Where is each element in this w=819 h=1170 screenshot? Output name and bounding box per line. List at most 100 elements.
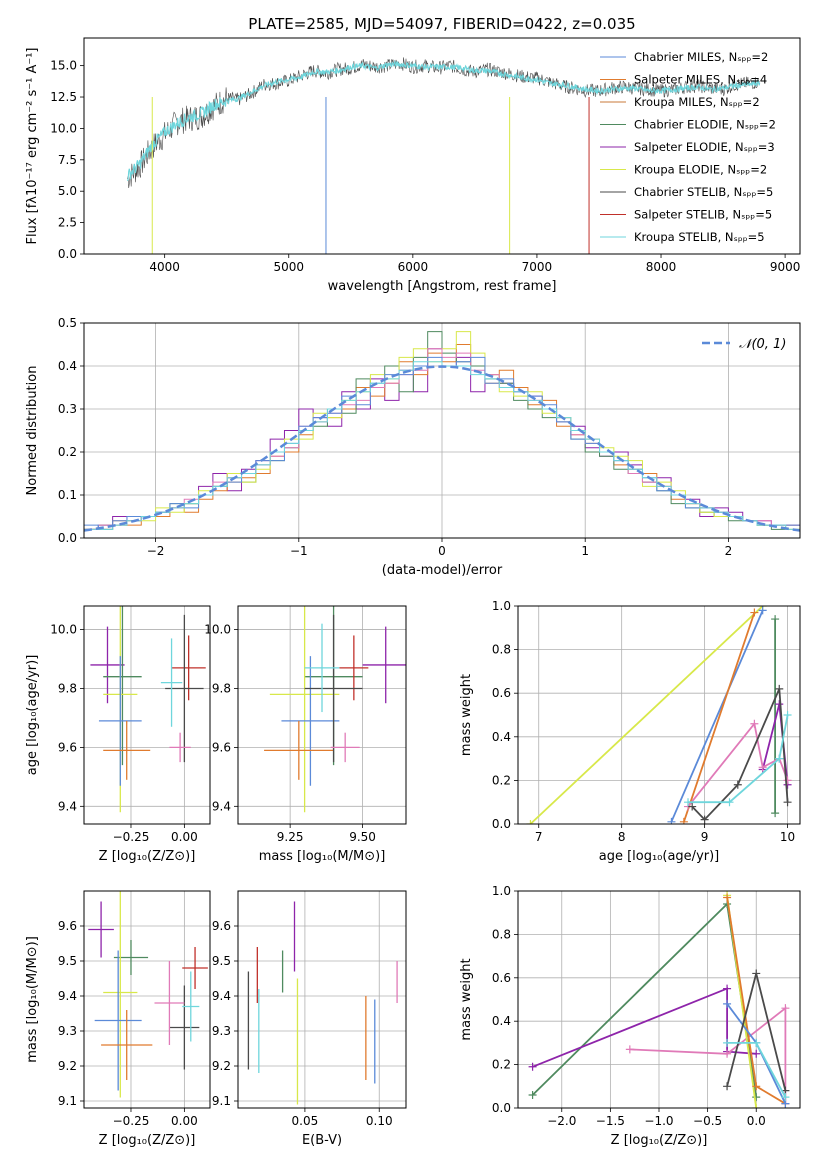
legend-entry: Chabrier ELODIE, Nₛₚₚ=2 — [634, 118, 776, 132]
y-axis-label: age [log₁₀(age/yr)] — [25, 655, 40, 776]
y-tick-label: 0.6 — [492, 686, 511, 700]
series-marker — [528, 1062, 537, 1071]
series-z2 — [532, 987, 757, 1068]
series-marker — [752, 1104, 761, 1108]
y-tick-label: 0.0 — [492, 1101, 511, 1115]
panel-0: 4000 5000 6000 7000 8000 9000 0.0 2.5 5.0 7.5 10.0… — [25, 15, 801, 294]
x-tick-label: −1.5 — [596, 1114, 625, 1128]
gaussian-curve — [84, 365, 800, 532]
series-marker — [752, 969, 761, 978]
y-tick-label: 9.4 — [58, 799, 77, 813]
series-marker — [723, 1049, 732, 1058]
y-axis-label: Normed distribution — [25, 366, 40, 496]
x-tick-label: 7000 — [522, 260, 553, 274]
series-s3 — [683, 612, 756, 823]
y-tick-label: 9.5 — [212, 954, 231, 968]
y-tick-label: 9.6 — [212, 740, 231, 754]
y-tick-label: 9.4 — [212, 799, 231, 813]
y-tick-label: 9.6 — [212, 919, 231, 933]
x-tick-label: 0.00 — [171, 830, 198, 844]
series-marker — [667, 817, 676, 824]
errorbar-group — [88, 891, 208, 1098]
y-axis-label: mass weight — [459, 958, 474, 1040]
y-tick-label: 10.0 — [50, 121, 77, 135]
series-marker — [725, 798, 734, 807]
y-tick-label: 9.4 — [58, 989, 77, 1003]
series-marker — [723, 1082, 732, 1091]
x-tick-label: −2 — [147, 544, 165, 558]
axes-frame — [83, 37, 801, 255]
y-tick-label: 9.2 — [58, 1059, 77, 1073]
spectrum-data — [127, 57, 760, 189]
legend-entry: Chabrier MILES, Nₛₚₚ=2 — [634, 50, 768, 64]
x-tick-label: −0.25 — [113, 1114, 150, 1128]
x-tick-label: 9.50 — [349, 830, 376, 844]
errorbar-group — [90, 606, 206, 813]
series-s2 — [670, 610, 764, 823]
series-marker — [723, 1038, 732, 1047]
y-tick-label: 5.0 — [58, 184, 77, 198]
series-marker — [750, 608, 759, 617]
panel-1: −2 −1 0 1 2 0.0 0.1 0.2 0.3 0.4 0.5 (data-model)/er… — [25, 316, 801, 578]
series-s8 — [688, 714, 789, 804]
panel-7: −2.0 −1.5 −1.0 −0.5 0.0 0.0 0.2 0.4 0.6 0.8 1.0 Z [… — [459, 884, 801, 1148]
x-axis-label: age [log₁₀(age/yr)] — [599, 849, 720, 864]
panel-6: 0.05 0.10 9.1 9.2 9.3 9.4 9.5 9.6 E(B-V) — [212, 890, 407, 1148]
y-tick-label: 0.8 — [492, 927, 511, 941]
legend-entry: Salpeter MILES, Nₛₚₚ=4 — [634, 73, 767, 87]
y-tick-label: 10.0 — [204, 623, 231, 637]
series-marker — [752, 1049, 761, 1058]
y-tick-label: 0.1 — [58, 488, 77, 502]
errorbar-group — [264, 606, 406, 813]
series-marker — [783, 711, 792, 719]
x-axis-label: (data-model)/error — [382, 563, 503, 578]
x-tick-label: −2.0 — [547, 1114, 576, 1128]
axes-frame — [237, 605, 407, 825]
panel-3: 9.25 9.50 9.4 9.6 9.8 10.0 mass [log₁₀(M/M⊙)] — [204, 605, 407, 864]
spectrum-model — [126, 60, 761, 182]
x-tick-label: 9000 — [770, 260, 801, 274]
series-marker — [679, 817, 688, 824]
legend-entry: Salpeter ELODIE, Nₛₚₚ=3 — [634, 140, 775, 154]
chart-title: PLATE=2585, MJD=54097, FIBERID=0422, z=0… — [248, 15, 635, 33]
panel-4: 7 8 9 10 0.0 0.2 0.4 0.6 0.8 1.0 age [log₁₀(age/yr… — [459, 599, 801, 864]
y-tick-label: 1.0 — [492, 884, 511, 898]
axes-frame — [83, 322, 801, 539]
y-tick-label: 0.5 — [58, 316, 77, 330]
series-marker — [723, 999, 732, 1008]
axes-frame — [517, 605, 801, 825]
x-axis-label: Z [log₁₀(Z/Z⊙)] — [99, 849, 196, 864]
series-s1 — [529, 606, 764, 824]
series-marker — [752, 1093, 761, 1102]
y-tick-label: 0.4 — [492, 730, 511, 744]
x-tick-label: 8 — [618, 830, 626, 844]
series-marker — [700, 815, 709, 824]
line-group — [528, 891, 790, 1108]
x-tick-label: 0.05 — [292, 1114, 319, 1128]
x-tick-label: 2 — [725, 544, 733, 558]
y-tick-label: 9.1 — [212, 1094, 231, 1108]
series-marker — [781, 1093, 790, 1102]
series-marker — [625, 1045, 634, 1054]
line-group — [526, 606, 792, 824]
x-tick-label: 0.10 — [366, 1114, 393, 1128]
series-marker — [775, 700, 784, 709]
x-axis-label: E(B-V) — [302, 1133, 342, 1148]
x-axis-label: mass [log₁₀(M/M⊙)] — [259, 849, 386, 864]
x-tick-label: 0.0 — [747, 1114, 766, 1128]
y-tick-label: 0.4 — [492, 1014, 511, 1028]
y-axis-label: Flux [fλ10⁻¹⁷ erg cm⁻² s⁻¹ A⁻¹] — [25, 48, 40, 245]
spectrum-lines — [126, 57, 761, 254]
series-marker — [752, 1038, 761, 1047]
series-marker — [752, 1082, 761, 1091]
panel-2: −0.25 0.00 9.4 9.6 9.8 10.0 Z [log₁₀(Z/Z⊙)] age… — [25, 605, 211, 864]
x-tick-label: 6000 — [398, 260, 429, 274]
series-marker — [771, 809, 780, 818]
y-tick-label: 0.2 — [58, 445, 77, 459]
axes-frame — [237, 890, 407, 1109]
series-z3 — [629, 1006, 787, 1104]
histogram-group — [84, 331, 800, 538]
x-tick-label: 10 — [780, 830, 795, 844]
y-tick-label: 0.3 — [58, 402, 77, 416]
